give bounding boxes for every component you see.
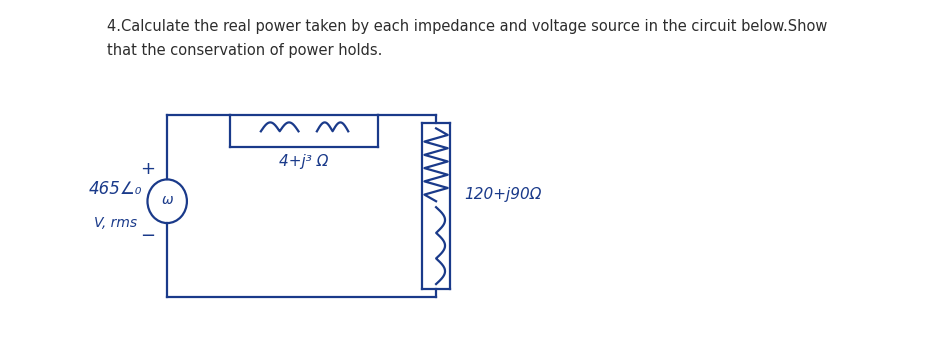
- Text: +: +: [140, 160, 155, 178]
- Text: V, rms: V, rms: [94, 216, 137, 230]
- Text: 465∠₀: 465∠₀: [88, 180, 142, 198]
- Text: 120+j90Ω: 120+j90Ω: [464, 187, 541, 202]
- Text: 4+j³ Ω: 4+j³ Ω: [279, 154, 328, 169]
- Text: 4.Calculate the real power taken by each impedance and voltage source in the cir: 4.Calculate the real power taken by each…: [108, 19, 828, 34]
- Text: −: −: [140, 227, 155, 245]
- Text: ω: ω: [161, 193, 173, 207]
- Text: that the conservation of power holds.: that the conservation of power holds.: [108, 43, 383, 58]
